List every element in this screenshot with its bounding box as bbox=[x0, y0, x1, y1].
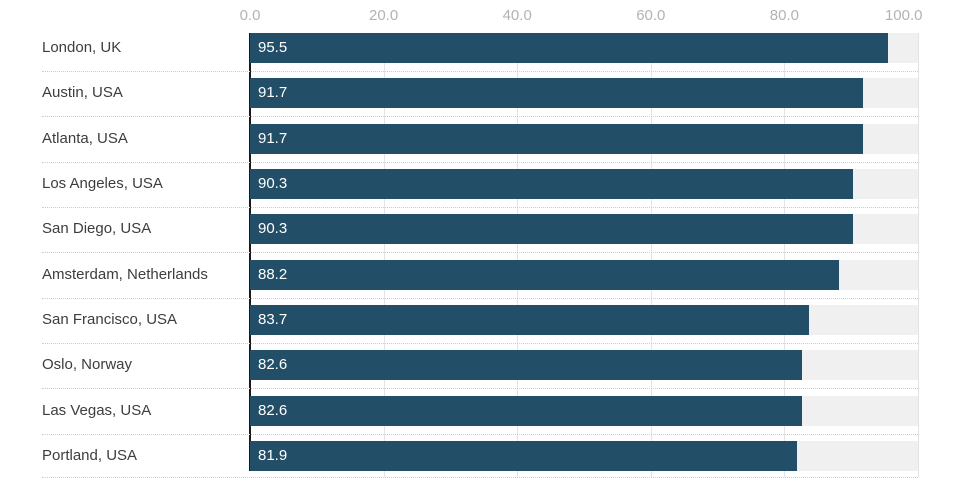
category-label: Los Angeles, USA bbox=[42, 175, 163, 193]
bar: 91.7 bbox=[250, 78, 863, 109]
row-separator bbox=[42, 161, 918, 163]
vertical-gridline bbox=[784, 33, 786, 478]
category-label: Las Vegas, USA bbox=[42, 401, 152, 419]
row-separator bbox=[42, 433, 918, 435]
bar: 82.6 bbox=[250, 395, 802, 426]
row-separator bbox=[42, 297, 918, 299]
bar: 83.7 bbox=[250, 305, 810, 336]
bar: 91.7 bbox=[250, 123, 863, 154]
bar: 82.6 bbox=[250, 350, 802, 381]
bar-value-label: 83.7 bbox=[258, 311, 288, 329]
bar: 81.9 bbox=[250, 441, 798, 472]
bar-value-label: 82.6 bbox=[258, 401, 288, 419]
x-axis-tick-label: 100.0 bbox=[884, 7, 923, 24]
x-axis-tick-label: 0.0 bbox=[239, 7, 261, 24]
row-separator bbox=[42, 388, 918, 390]
vertical-gridline bbox=[650, 33, 652, 478]
bar-value-label: 90.3 bbox=[258, 175, 288, 193]
bar-value-label: 90.3 bbox=[258, 220, 288, 238]
y-axis-line bbox=[249, 33, 251, 472]
row-separator bbox=[42, 252, 918, 254]
bar-value-label: 82.6 bbox=[258, 356, 288, 374]
row-separator bbox=[42, 342, 918, 344]
bar-value-label: 88.2 bbox=[258, 265, 288, 283]
category-label: Oslo, Norway bbox=[42, 356, 133, 374]
row-separator bbox=[42, 477, 918, 478]
x-axis-tick-label: 60.0 bbox=[636, 7, 666, 24]
bar: 90.3 bbox=[250, 169, 854, 200]
row-separator bbox=[42, 206, 918, 208]
bar: 95.5 bbox=[250, 33, 888, 63]
category-label: San Francisco, USA bbox=[42, 311, 178, 329]
category-label: London, UK bbox=[42, 39, 122, 56]
x-axis-tick-label: 20.0 bbox=[368, 7, 399, 24]
row-separator bbox=[42, 70, 918, 72]
bar-value-label: 81.9 bbox=[258, 447, 288, 465]
bar: 88.2 bbox=[250, 259, 840, 290]
vertical-gridline bbox=[383, 33, 385, 478]
bar-value-label: 91.7 bbox=[258, 129, 288, 147]
category-label: Portland, USA bbox=[42, 447, 138, 465]
bar-value-label: 91.7 bbox=[258, 84, 288, 102]
category-label: Atlanta, USA bbox=[42, 129, 128, 147]
category-label: Austin, USA bbox=[42, 84, 123, 102]
bar: 90.3 bbox=[250, 214, 854, 245]
vertical-gridline bbox=[517, 33, 519, 478]
vertical-gridline bbox=[918, 33, 919, 478]
category-label: Amsterdam, Netherlands bbox=[42, 265, 208, 283]
x-axis-tick-label: 80.0 bbox=[769, 7, 799, 24]
x-axis-tick-label: 40.0 bbox=[502, 7, 532, 24]
category-label: San Diego, USA bbox=[42, 220, 152, 238]
bar-value-label: 95.5 bbox=[258, 39, 288, 56]
row-separator bbox=[42, 116, 918, 118]
